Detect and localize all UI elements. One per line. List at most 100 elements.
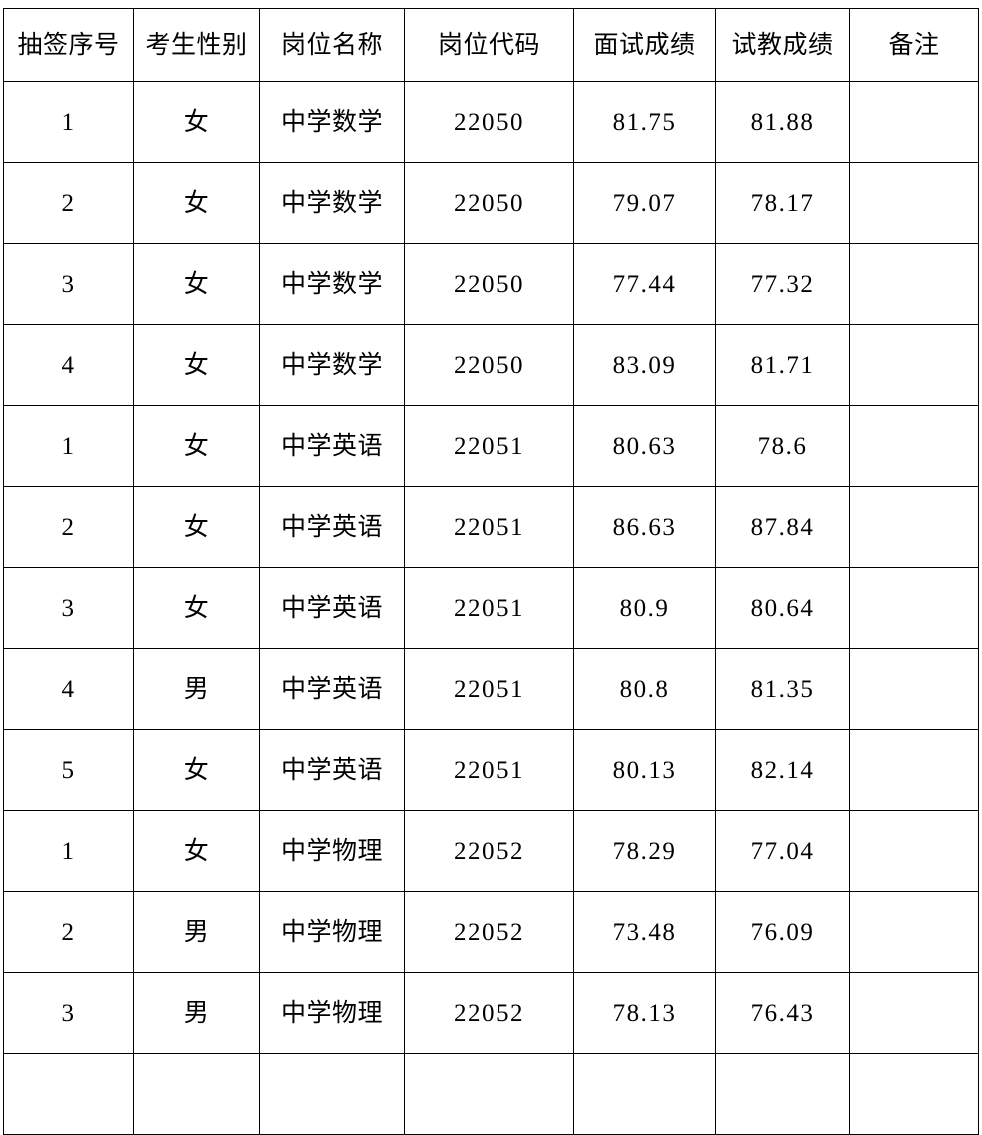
cell-interview-score: 80.63 — [573, 405, 716, 487]
cell-gender: 女 — [133, 243, 260, 325]
cell-trial-score: 76.43 — [715, 972, 850, 1054]
cell-trial-score: 81.71 — [715, 324, 850, 406]
cell-interview-score: 81.75 — [573, 81, 716, 163]
table-row: 1 女 中学数学 22050 81.75 81.88 — [3, 81, 979, 163]
cell-code: 22050 — [404, 81, 574, 163]
cell-seq: 3 — [3, 243, 134, 325]
table-row: 5 女 中学英语 22051 80.13 82.14 — [3, 729, 979, 811]
cell-post: 中学英语 — [259, 648, 405, 730]
column-header-seq: 抽签序号 — [3, 8, 134, 82]
column-header-interview-score: 面试成绩 — [573, 8, 716, 82]
cell-code: 22050 — [404, 162, 574, 244]
cell-gender: 男 — [133, 972, 260, 1054]
cell-code: 22052 — [404, 810, 574, 892]
cell-interview-score: 77.44 — [573, 243, 716, 325]
cell-trial-score: 77.32 — [715, 243, 850, 325]
table-row: 3 男 中学物理 22052 78.13 76.43 — [3, 972, 979, 1054]
cell-gender: 女 — [133, 81, 260, 163]
cell-code — [404, 1053, 574, 1135]
cell-post: 中学物理 — [259, 972, 405, 1054]
cell-interview-score: 78.29 — [573, 810, 716, 892]
table-row: 2 女 中学英语 22051 86.63 87.84 — [3, 486, 979, 568]
cell-note — [849, 972, 979, 1054]
table-row: 2 男 中学物理 22052 73.48 76.09 — [3, 891, 979, 973]
cell-note — [849, 486, 979, 568]
table-row: 3 女 中学英语 22051 80.9 80.64 — [3, 567, 979, 649]
cell-interview-score: 80.13 — [573, 729, 716, 811]
cell-interview-score: 83.09 — [573, 324, 716, 406]
cell-code: 22051 — [404, 648, 574, 730]
cell-seq — [3, 1053, 134, 1135]
cell-note — [849, 567, 979, 649]
cell-gender — [133, 1053, 260, 1135]
cell-note — [849, 891, 979, 973]
cell-interview-score: 80.9 — [573, 567, 716, 649]
cell-gender: 男 — [133, 891, 260, 973]
cell-trial-score: 81.88 — [715, 81, 850, 163]
cell-gender: 女 — [133, 486, 260, 568]
cell-trial-score: 82.14 — [715, 729, 850, 811]
cell-note — [849, 405, 979, 487]
cell-code: 22051 — [404, 729, 574, 811]
cell-post: 中学数学 — [259, 81, 405, 163]
cell-seq: 5 — [3, 729, 134, 811]
cell-trial-score: 87.84 — [715, 486, 850, 568]
cell-note — [849, 243, 979, 325]
cell-code: 22051 — [404, 405, 574, 487]
column-header-trial-teaching-score: 试教成绩 — [715, 8, 850, 82]
cell-trial-score: 77.04 — [715, 810, 850, 892]
cell-note — [849, 810, 979, 892]
cell-post: 中学物理 — [259, 891, 405, 973]
cell-trial-score: 80.64 — [715, 567, 850, 649]
cell-code: 22052 — [404, 891, 574, 973]
cell-code: 22050 — [404, 324, 574, 406]
cell-trial-score: 78.6 — [715, 405, 850, 487]
table-row: 1 女 中学物理 22052 78.29 77.04 — [3, 810, 979, 892]
table-row: 2 女 中学数学 22050 79.07 78.17 — [3, 162, 979, 244]
cell-seq: 3 — [3, 567, 134, 649]
cell-seq: 3 — [3, 972, 134, 1054]
cell-post — [259, 1053, 405, 1135]
cell-post: 中学英语 — [259, 567, 405, 649]
cell-seq: 1 — [3, 81, 134, 163]
cell-seq: 4 — [3, 648, 134, 730]
cell-trial-score: 81.35 — [715, 648, 850, 730]
cell-note — [849, 1053, 979, 1135]
cell-note — [849, 648, 979, 730]
cell-gender: 女 — [133, 405, 260, 487]
cell-gender: 男 — [133, 648, 260, 730]
cell-code: 22051 — [404, 486, 574, 568]
cell-code: 22051 — [404, 567, 574, 649]
column-header-code: 岗位代码 — [404, 8, 574, 82]
cell-gender: 女 — [133, 810, 260, 892]
cell-seq: 1 — [3, 810, 134, 892]
table-row: 1 女 中学英语 22051 80.63 78.6 — [3, 405, 979, 487]
header-row: 抽签序号 考生性别 岗位名称 岗位代码 面试成绩 试教成绩 备注 — [3, 8, 979, 82]
cell-code: 22052 — [404, 972, 574, 1054]
cell-post: 中学英语 — [259, 486, 405, 568]
cell-interview-score: 78.13 — [573, 972, 716, 1054]
cell-post: 中学数学 — [259, 243, 405, 325]
cell-post: 中学英语 — [259, 405, 405, 487]
cell-trial-score: 78.17 — [715, 162, 850, 244]
table-row: 4 男 中学英语 22051 80.8 81.35 — [3, 648, 979, 730]
cell-interview-score — [573, 1053, 716, 1135]
cell-interview-score: 86.63 — [573, 486, 716, 568]
cell-seq: 2 — [3, 891, 134, 973]
table-row: 3 女 中学数学 22050 77.44 77.32 — [3, 243, 979, 325]
cell-seq: 4 — [3, 324, 134, 406]
cell-note — [849, 729, 979, 811]
cell-seq: 2 — [3, 486, 134, 568]
cell-interview-score: 79.07 — [573, 162, 716, 244]
cell-note — [849, 324, 979, 406]
cell-gender: 女 — [133, 567, 260, 649]
document-page: 抽签序号 考生性别 岗位名称 岗位代码 面试成绩 试教成绩 备注 1 女 中学数… — [3, 8, 979, 1135]
cell-gender: 女 — [133, 729, 260, 811]
table-row: 4 女 中学数学 22050 83.09 81.71 — [3, 324, 979, 406]
interview-score-table: 抽签序号 考生性别 岗位名称 岗位代码 面试成绩 试教成绩 备注 1 女 中学数… — [3, 8, 979, 1135]
cell-interview-score: 80.8 — [573, 648, 716, 730]
column-header-gender: 考生性别 — [133, 8, 260, 82]
cell-seq: 2 — [3, 162, 134, 244]
cell-note — [849, 81, 979, 163]
table-header: 抽签序号 考生性别 岗位名称 岗位代码 面试成绩 试教成绩 备注 — [3, 8, 979, 82]
